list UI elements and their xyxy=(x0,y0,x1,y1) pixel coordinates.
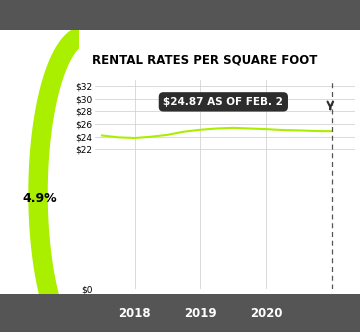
Text: $24.87 AS OF FEB. 2: $24.87 AS OF FEB. 2 xyxy=(163,97,329,130)
Text: 4.9%: 4.9% xyxy=(22,192,57,205)
Text: 2020: 2020 xyxy=(250,307,282,320)
Text: 2019: 2019 xyxy=(184,307,217,320)
Text: RENTAL RATES PER SQUARE FOOT: RENTAL RATES PER SQUARE FOOT xyxy=(92,53,317,66)
Text: 2018: 2018 xyxy=(118,307,151,320)
